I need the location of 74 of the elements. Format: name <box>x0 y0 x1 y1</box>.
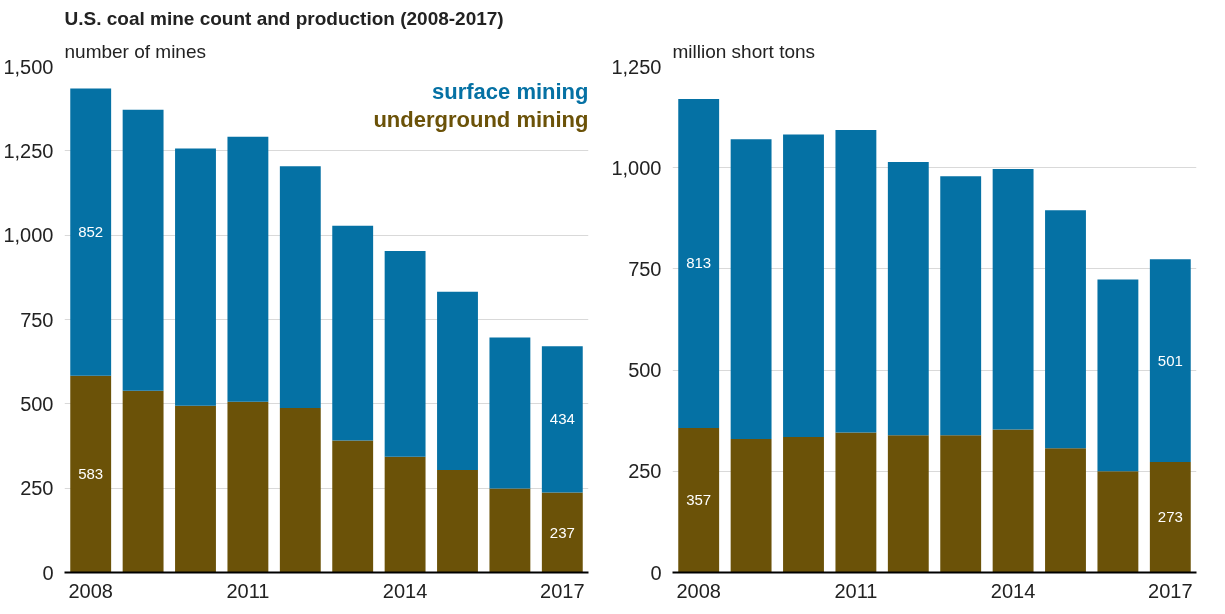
chart-title: U.S. coal mine count and production (2008-2017) <box>64 7 504 29</box>
bar <box>437 469 478 573</box>
bar <box>887 162 929 436</box>
y-tick-label: 1,000 <box>611 156 662 179</box>
y-tick-label: 500 <box>20 392 54 415</box>
x-tick-label: 2014 <box>990 579 1036 602</box>
bar <box>940 176 982 436</box>
y-tick-label: 0 <box>650 561 662 584</box>
bar <box>332 440 374 573</box>
bar <box>1097 279 1139 472</box>
data-label: 813 <box>686 254 712 272</box>
x-tick-label: 2017 <box>540 579 585 602</box>
bar <box>122 109 164 391</box>
bar <box>384 456 426 573</box>
y-tick-label: 1,000 <box>3 224 54 247</box>
bar <box>940 435 982 573</box>
bar <box>1149 461 1191 573</box>
bar <box>332 225 374 441</box>
bar <box>835 130 877 433</box>
bar <box>279 166 321 408</box>
y-tick-label: 500 <box>628 359 662 382</box>
y-tick-label: 250 <box>628 460 662 483</box>
data-label: 273 <box>1157 508 1183 526</box>
bar <box>489 488 531 573</box>
bar <box>70 375 112 573</box>
data-label: 237 <box>549 523 575 541</box>
y-tick-label: 0 <box>42 561 54 584</box>
bar <box>70 88 112 376</box>
x-tick-label: 2011 <box>834 579 878 602</box>
x-tick-label: 2014 <box>382 579 428 602</box>
bar <box>227 136 269 402</box>
bar <box>678 98 720 428</box>
bar <box>1097 471 1139 573</box>
bar <box>835 432 877 573</box>
text: surface mining <box>432 79 589 105</box>
data-label: 583 <box>78 465 104 483</box>
bar <box>1045 448 1086 573</box>
bar <box>175 405 216 573</box>
bar <box>175 148 216 406</box>
x-tick-label: 2017 <box>1148 579 1193 602</box>
bar <box>730 139 772 439</box>
bar <box>437 291 478 470</box>
y-tick-label: 1,250 <box>3 139 54 162</box>
y-tick-label: 1,500 <box>3 55 54 78</box>
x-tick-label: 2011 <box>226 579 270 602</box>
y-tick-label: 250 <box>20 477 54 500</box>
data-label: 501 <box>1157 351 1183 369</box>
bar <box>887 435 929 573</box>
x-tick-label: 2008 <box>68 579 113 602</box>
bar <box>678 427 720 573</box>
y-tick-label: 750 <box>20 308 54 331</box>
bar <box>992 429 1034 573</box>
x-tick-label: 2008 <box>676 579 721 602</box>
bar <box>384 251 426 457</box>
data-label: 434 <box>549 410 575 428</box>
y-axis-title: number of mines <box>64 40 207 62</box>
text: underground mining <box>373 107 589 133</box>
data-label: 852 <box>78 223 104 241</box>
y-tick-label: 1,250 <box>611 55 662 78</box>
bar <box>783 134 824 437</box>
bar <box>489 337 531 489</box>
data-label: 357 <box>686 491 712 509</box>
bar <box>783 436 824 573</box>
bar <box>1149 259 1191 462</box>
bar <box>122 390 164 573</box>
bar <box>992 168 1034 430</box>
bar <box>227 401 269 573</box>
y-tick-label: 750 <box>628 257 662 280</box>
bar <box>541 346 583 493</box>
bar <box>730 438 772 573</box>
bar <box>279 407 321 573</box>
bar <box>1045 210 1086 449</box>
y-axis-title: million short tons <box>672 40 816 62</box>
bar <box>541 492 583 573</box>
